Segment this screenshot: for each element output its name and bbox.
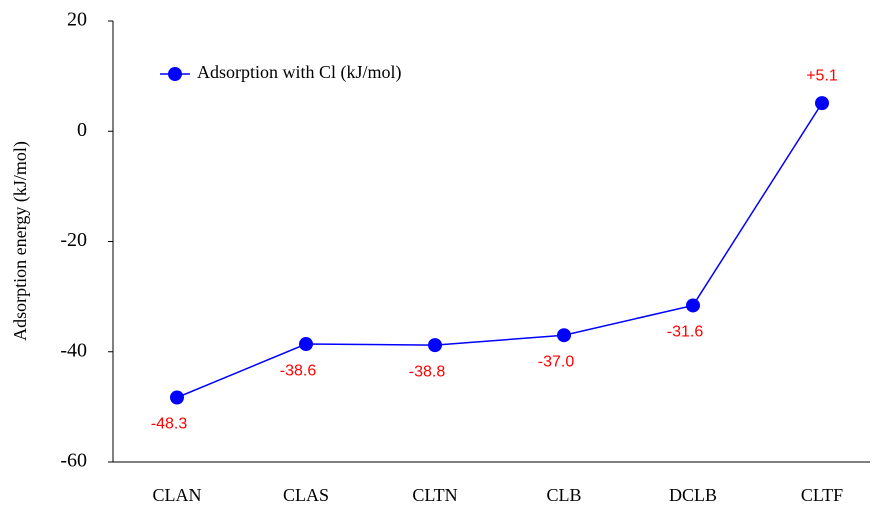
y-axis-label: Adsorption energy (kJ/mol)	[10, 141, 31, 341]
y-tick-label: 0	[77, 119, 87, 141]
x-tick-label: DCLB	[669, 485, 717, 505]
x-tick-label: CLTN	[412, 485, 457, 505]
y-tick-label: -40	[60, 339, 87, 361]
y-tick-label: -20	[60, 229, 87, 251]
x-tick-label: CLTF	[801, 485, 843, 505]
y-tick-label: 20	[67, 9, 87, 31]
point	[170, 390, 184, 405]
value-label: +5.1	[806, 67, 838, 84]
value-label: -31.6	[667, 324, 704, 341]
value-label: -38.6	[280, 362, 317, 379]
series-line	[176, 102, 823, 399]
x-tick-label: CLB	[546, 485, 581, 505]
value-label: -37.0	[538, 353, 575, 370]
point	[815, 96, 829, 111]
y-tick-label: -60	[60, 450, 87, 472]
point	[299, 337, 313, 352]
point	[557, 328, 571, 343]
legend-label: Adsorption with Cl (kJ/mol)	[197, 62, 402, 83]
value-label: -48.3	[151, 416, 188, 433]
legend-marker	[168, 67, 182, 81]
point	[686, 298, 700, 313]
x-tick-label: CLAN	[153, 485, 202, 505]
x-tick-label: CLAS	[283, 485, 329, 505]
point	[428, 338, 442, 353]
value-label: -38.8	[409, 363, 446, 380]
